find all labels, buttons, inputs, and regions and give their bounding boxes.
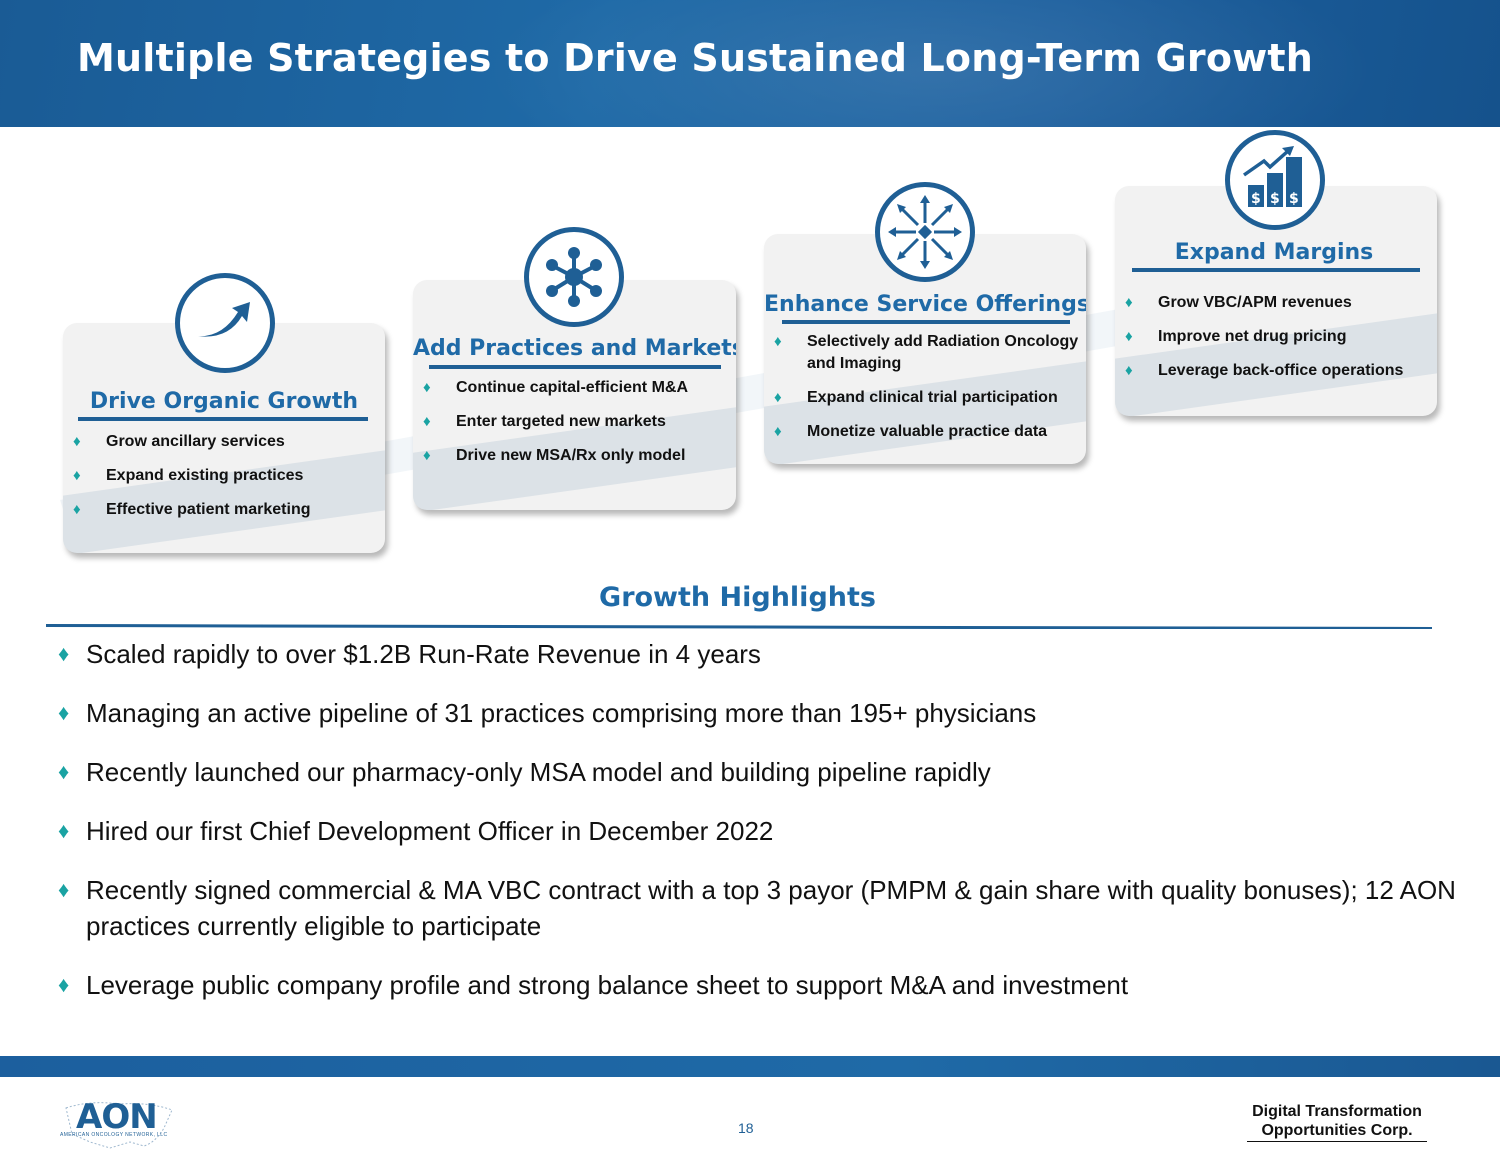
dtoc-logo-line2: Opportunities Corp. <box>1247 1121 1427 1142</box>
header-banner: Multiple Strategies to Drive Sustained L… <box>0 0 1500 127</box>
diamond-bullet-icon: ♦ <box>774 423 782 440</box>
diamond-bullet-icon: ♦ <box>423 379 431 396</box>
strategy-title-rule <box>1132 268 1420 272</box>
strategy-title-rule <box>429 365 721 369</box>
strategy-title: Expand Margins <box>1174 240 1374 265</box>
strategy-bullet: ♦ Grow VBC/APM revenues <box>1121 292 1437 314</box>
diamond-bullet-icon: ♦ <box>1125 294 1133 311</box>
growth-highlights-title: Growth Highlights <box>599 582 876 613</box>
radiating-arrows-icon <box>875 182 975 282</box>
aon-logo: AON <box>76 1097 158 1137</box>
strategy-title-rule <box>782 320 1070 324</box>
strategy-bullet: ♦ Grow ancillary services <box>69 431 379 453</box>
growth-highlights-list: ♦ Scaled rapidly to over $1.2B Run-Rate R… <box>58 636 1468 1026</box>
strategy-bullet: ♦ Monetize valuable practice data <box>770 421 1086 443</box>
diamond-bullet-icon: ♦ <box>774 389 782 406</box>
diamond-bullet-icon: ♦ <box>1125 362 1133 379</box>
highlight-item: ♦ Managing an active pipeline of 31 pract… <box>58 695 1468 731</box>
strategy-bullet: ♦ Continue capital-efficient M&A <box>419 377 729 399</box>
diamond-bullet-icon: ♦ <box>58 759 70 784</box>
strategy-bullet: ♦ Enter targeted new markets <box>419 411 729 433</box>
background-growth-arrow <box>60 248 1430 530</box>
highlight-item: ♦ Recently launched our pharmacy-only MSA… <box>58 754 1468 790</box>
strategy-title: Drive Organic Growth <box>89 389 359 414</box>
diamond-bullet-icon: ♦ <box>58 877 70 902</box>
diamond-bullet-icon: ♦ <box>73 467 81 484</box>
diamond-bullet-icon: ♦ <box>58 700 70 725</box>
diamond-bullet-icon: ♦ <box>423 413 431 430</box>
growth-highlights-rule <box>46 624 1432 629</box>
network-hub-icon <box>524 227 624 327</box>
svg-text:$: $ <box>1289 191 1299 207</box>
highlight-item: ♦ Hired our first Chief Development Offic… <box>58 813 1468 849</box>
strategy-title: Enhance Service Offerings <box>764 292 1086 317</box>
strategy-bullet: ♦ Effective patient marketing <box>69 499 379 521</box>
diamond-bullet-icon: ♦ <box>423 447 431 464</box>
dollar-bar-chart-icon: $ $ $ <box>1225 130 1325 230</box>
svg-text:$: $ <box>1251 191 1261 207</box>
highlight-item: ♦ Scaled rapidly to over $1.2B Run-Rate R… <box>58 636 1468 672</box>
strategy-title: Add Practices and Markets <box>413 336 736 361</box>
page-number: 18 <box>738 1120 754 1136</box>
diamond-bullet-icon: ♦ <box>58 641 70 666</box>
strategy-title-rule <box>78 417 368 421</box>
svg-text:$: $ <box>1270 191 1280 207</box>
diamond-bullet-icon: ♦ <box>1125 328 1133 345</box>
dtoc-logo: Digital Transformation Opportunities Cor… <box>1232 1102 1442 1142</box>
aon-logo-map-icon <box>65 1102 173 1149</box>
strategy-bullet: ♦ Expand clinical trial participation <box>770 387 1086 409</box>
diamond-bullet-icon: ♦ <box>58 818 70 843</box>
highlight-item: ♦ Recently signed commercial & MA VBC con… <box>58 872 1468 944</box>
dtoc-logo-line1: Digital Transformation <box>1252 1103 1422 1120</box>
strategy-bullet: ♦ Drive new MSA/Rx only model <box>419 445 729 467</box>
highlight-item: ♦ Leverage public company profile and str… <box>58 967 1468 1003</box>
page-title: Multiple Strategies to Drive Sustained L… <box>77 36 1314 80</box>
strategy-card-enhance-services: Enhance Service Offerings ♦ Selectively a… <box>764 234 1086 464</box>
strategy-bullet: ♦ Improve net drug pricing <box>1121 326 1437 348</box>
diamond-bullet-icon: ♦ <box>73 433 81 450</box>
diamond-bullet-icon: ♦ <box>774 333 782 350</box>
diamond-bullet-icon: ♦ <box>58 972 70 997</box>
arrow-up-right-icon <box>175 273 275 373</box>
diamond-bullet-icon: ♦ <box>73 501 81 518</box>
strategy-bullet: ♦ Selectively add Radiation Oncology and … <box>774 333 1079 372</box>
strategy-bullet: ♦ Leverage back-office operations <box>1121 360 1437 382</box>
strategy-bullet: ♦ Expand existing practices <box>69 465 379 487</box>
footer-bar <box>0 1056 1500 1077</box>
aon-logo-subtext: AMERICAN ONCOLOGY NETWORK, LLC <box>60 1132 168 1138</box>
